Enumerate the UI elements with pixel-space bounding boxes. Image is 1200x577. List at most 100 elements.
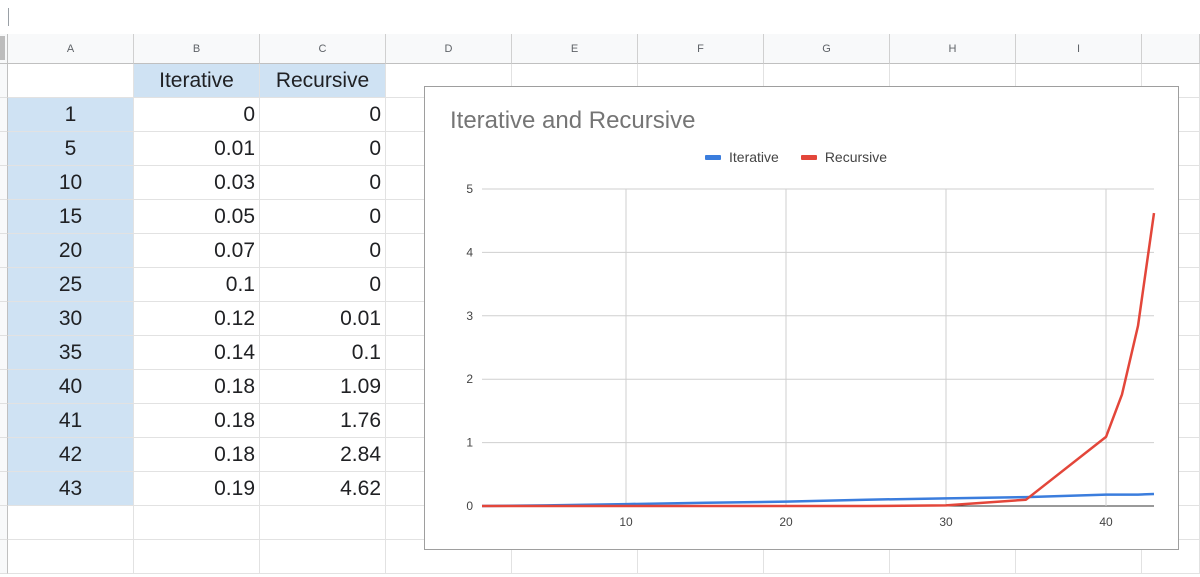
x-tick-label: 40 — [1099, 515, 1113, 529]
cell[interactable] — [890, 540, 1016, 574]
cell[interactable] — [134, 506, 260, 540]
select-all-corner[interactable] — [0, 34, 8, 64]
column-header-f[interactable]: F — [638, 34, 764, 64]
n-cell[interactable]: 5 — [8, 132, 134, 166]
row-gutter[interactable] — [0, 98, 8, 132]
y-tick-label: 5 — [466, 182, 473, 196]
series-line-recursive — [482, 212, 1156, 508]
corner-handle — [0, 36, 5, 60]
n-cell[interactable]: 40 — [8, 370, 134, 404]
column-header-c[interactable]: C — [260, 34, 386, 64]
iterative-cell[interactable]: 0.14 — [134, 336, 260, 370]
cell[interactable] — [8, 540, 134, 574]
iterative-cell[interactable]: 0.07 — [134, 234, 260, 268]
row-gutter[interactable] — [0, 438, 8, 472]
y-tick-label: 1 — [466, 436, 473, 450]
chart-legend: Iterative Recursive — [705, 149, 909, 165]
row-gutter[interactable] — [0, 472, 8, 506]
iterative-cell[interactable]: 0.03 — [134, 166, 260, 200]
row-gutter[interactable] — [0, 302, 8, 336]
row-gutter[interactable] — [0, 234, 8, 268]
column-header-a[interactable]: A — [8, 34, 134, 64]
n-cell[interactable]: 1 — [8, 98, 134, 132]
legend-swatch-iterative — [705, 154, 721, 160]
recursive-cell[interactable]: 1.76 — [260, 404, 386, 438]
column-header-g[interactable]: G — [764, 34, 890, 64]
row-gutter[interactable] — [0, 336, 8, 370]
n-cell[interactable]: 20 — [8, 234, 134, 268]
cell[interactable] — [8, 506, 134, 540]
iterative-cell[interactable]: 0.19 — [134, 472, 260, 506]
iterative-cell[interactable]: 0.18 — [134, 370, 260, 404]
cell[interactable] — [386, 540, 512, 574]
row-gutter[interactable] — [0, 404, 8, 438]
x-tick-label: 10 — [619, 515, 633, 529]
recursive-cell[interactable]: 0 — [260, 166, 386, 200]
chart[interactable]: Iterative and Recursive Iterative Recurs… — [424, 86, 1179, 550]
cell[interactable] — [260, 506, 386, 540]
y-tick-label: 4 — [466, 245, 473, 259]
recursive-cell[interactable]: 4.62 — [260, 472, 386, 506]
n-cell[interactable]: 25 — [8, 268, 134, 302]
cell[interactable] — [764, 540, 890, 574]
series-line-iterative — [481, 492, 1155, 508]
recursive-cell[interactable]: 0 — [260, 234, 386, 268]
cell[interactable] — [8, 64, 134, 98]
iterative-cell[interactable]: 0.05 — [134, 200, 260, 234]
formula-bar[interactable] — [0, 0, 1200, 35]
iterative-cell[interactable]: 0.12 — [134, 302, 260, 336]
n-cell[interactable]: 35 — [8, 336, 134, 370]
column-header-partial[interactable] — [1142, 34, 1200, 64]
row-gutter[interactable] — [0, 132, 8, 166]
row-gutter[interactable] — [0, 268, 8, 302]
y-tick-label: 0 — [466, 499, 473, 513]
column-header-d[interactable]: D — [386, 34, 512, 64]
recursive-cell[interactable]: 0 — [260, 268, 386, 302]
row-gutter[interactable] — [0, 540, 8, 574]
recursive-cell[interactable]: 2.84 — [260, 438, 386, 472]
cell[interactable] — [134, 540, 260, 574]
cell[interactable] — [512, 540, 638, 574]
chart-title: Iterative and Recursive — [450, 107, 696, 134]
n-cell[interactable]: 41 — [8, 404, 134, 438]
legend-item-recursive[interactable]: Recursive — [800, 149, 888, 165]
recursive-cell[interactable]: 0.01 — [260, 302, 386, 336]
chart-plot: 0 1 2 3 4 5 10 20 30 40 — [466, 182, 1156, 529]
iterative-cell[interactable]: 0.18 — [134, 404, 260, 438]
n-cell[interactable]: 42 — [8, 438, 134, 472]
legend-swatch-recursive — [800, 154, 817, 160]
column-header-i[interactable]: I — [1016, 34, 1142, 64]
iterative-cell[interactable]: 0.1 — [134, 268, 260, 302]
iterative-cell[interactable]: 0.18 — [134, 438, 260, 472]
row-gutter[interactable] — [0, 64, 8, 98]
legend-item-iterative[interactable]: Iterative — [705, 149, 779, 165]
iterative-cell[interactable]: 0.01 — [134, 132, 260, 166]
n-cell[interactable]: 10 — [8, 166, 134, 200]
x-tick-label: 20 — [779, 515, 793, 529]
n-cell[interactable]: 43 — [8, 472, 134, 506]
recursive-cell[interactable]: 0.1 — [260, 336, 386, 370]
legend-label-recursive: Recursive — [824, 149, 888, 165]
row-gutter[interactable] — [0, 166, 8, 200]
y-tick-label: 3 — [466, 309, 473, 323]
row-gutter[interactable] — [0, 370, 8, 404]
column-header-h[interactable]: H — [890, 34, 1016, 64]
recursive-cell[interactable]: 1.09 — [260, 370, 386, 404]
text-cursor — [8, 8, 9, 26]
cell[interactable] — [260, 540, 386, 574]
row-gutter[interactable] — [0, 506, 8, 540]
column-header-e[interactable]: E — [512, 34, 638, 64]
n-cell[interactable]: 30 — [8, 302, 134, 336]
header-cell-iterative[interactable]: Iterative — [134, 64, 260, 98]
column-header-b[interactable]: B — [134, 34, 260, 64]
recursive-cell[interactable]: 0 — [260, 132, 386, 166]
header-cell-recursive[interactable]: Recursive — [260, 64, 386, 98]
cell[interactable] — [1016, 540, 1142, 574]
recursive-cell[interactable]: 0 — [260, 200, 386, 234]
cell[interactable] — [638, 540, 764, 574]
row-gutter[interactable] — [0, 200, 8, 234]
legend-label-iterative: Iterative — [729, 149, 779, 165]
recursive-cell[interactable]: 0 — [260, 98, 386, 132]
n-cell[interactable]: 15 — [8, 200, 134, 234]
iterative-cell[interactable]: 0 — [134, 98, 260, 132]
